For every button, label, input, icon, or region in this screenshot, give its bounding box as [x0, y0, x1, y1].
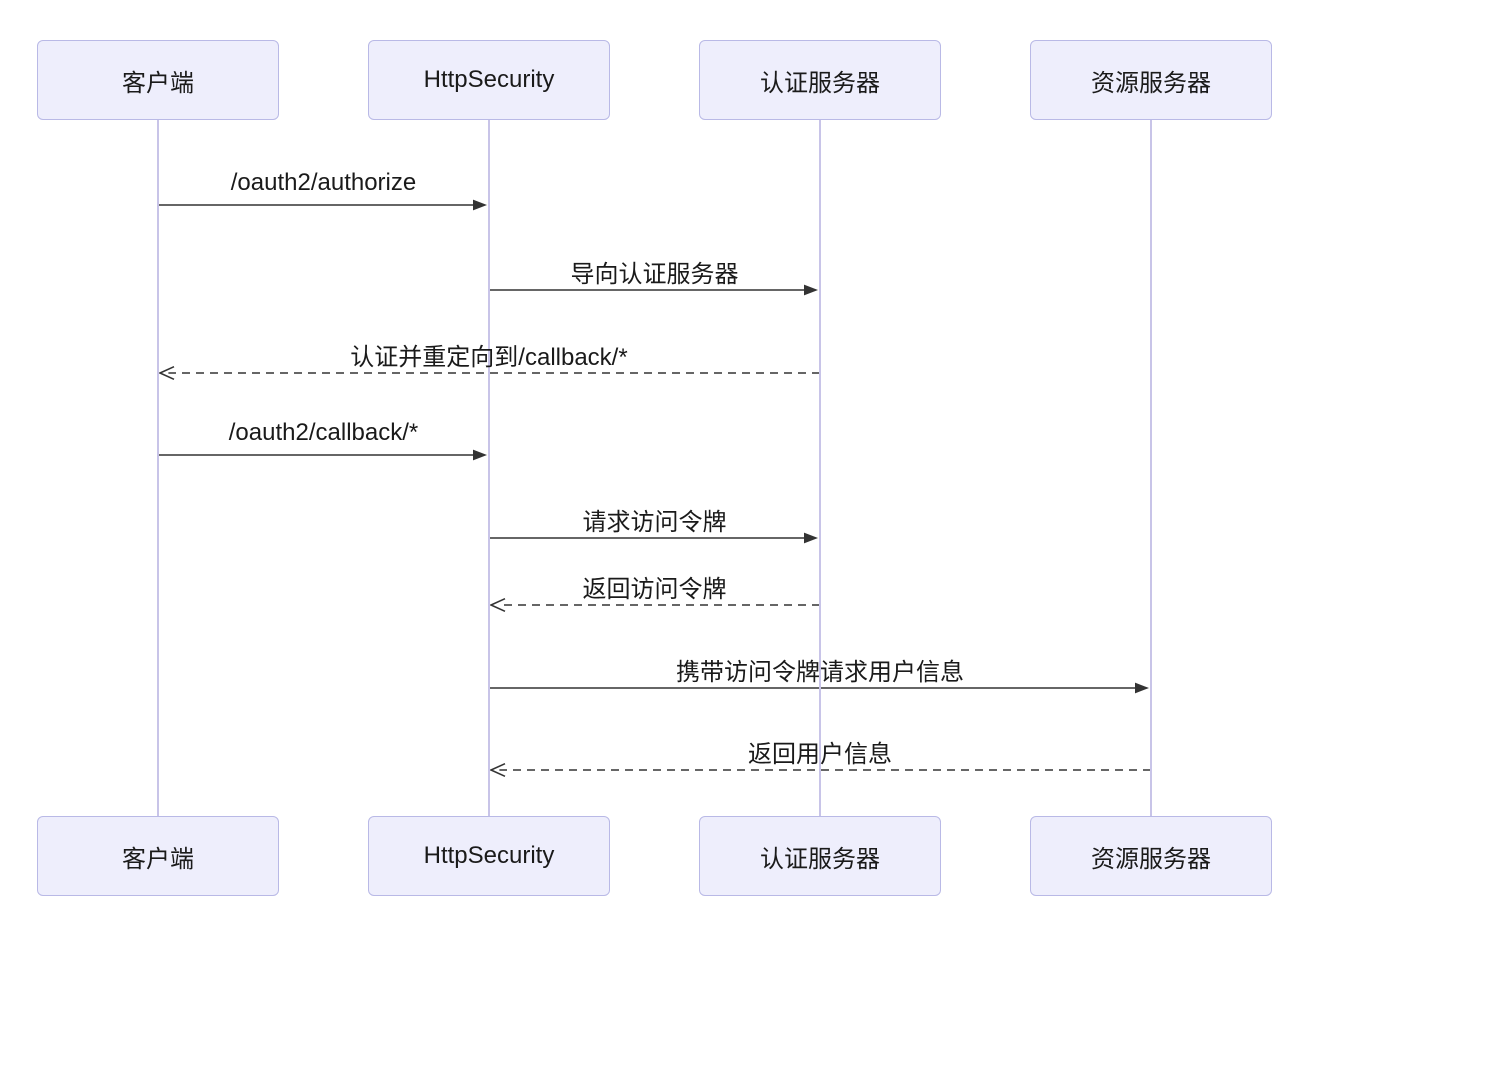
message-label-2: 认证并重定向到/callback/* — [350, 337, 627, 372]
lifeline-httpsec — [488, 120, 490, 816]
participant-box-httpsec-top: HttpSecurity — [368, 40, 610, 120]
lifeline-client — [157, 120, 159, 816]
lifeline-ressrv — [1150, 120, 1152, 816]
lifeline-authsrv — [819, 120, 821, 816]
message-arrowhead-5 — [491, 599, 505, 612]
message-arrowhead-4 — [804, 533, 818, 544]
arrows-layer — [0, 0, 1506, 1086]
participant-label: 客户端 — [122, 839, 194, 874]
participant-box-client-bottom: 客户端 — [37, 816, 279, 896]
participant-label: 资源服务器 — [1091, 839, 1211, 874]
message-label-4: 请求访问令牌 — [583, 502, 727, 537]
message-label-3: /oauth2/callback/* — [229, 419, 418, 447]
participant-label: 客户端 — [122, 63, 194, 98]
participant-box-client-top: 客户端 — [37, 40, 279, 120]
participant-label: HttpSecurity — [424, 66, 555, 94]
message-arrowhead-6 — [1135, 683, 1149, 694]
participant-label: HttpSecurity — [424, 842, 555, 870]
message-label-7: 返回用户信息 — [748, 734, 892, 769]
participant-box-httpsec-bottom: HttpSecurity — [368, 816, 610, 896]
message-arrowhead-7 — [491, 764, 505, 777]
participant-label: 认证服务器 — [760, 63, 880, 98]
participant-box-ressrv-bottom: 资源服务器 — [1030, 816, 1272, 896]
message-label-5: 返回访问令牌 — [583, 569, 727, 604]
message-label-6: 携带访问令牌请求用户信息 — [676, 652, 964, 687]
message-arrowhead-3 — [473, 450, 487, 461]
message-arrowhead-0 — [473, 200, 487, 211]
sequence-diagram: 客户端HttpSecurity认证服务器资源服务器客户端HttpSecurity… — [0, 0, 1506, 1086]
participant-box-ressrv-top: 资源服务器 — [1030, 40, 1272, 120]
message-label-0: /oauth2/authorize — [231, 169, 416, 197]
participant-box-authsrv-top: 认证服务器 — [699, 40, 941, 120]
message-label-1: 导向认证服务器 — [571, 254, 739, 289]
message-arrowhead-2 — [160, 367, 174, 380]
participant-box-authsrv-bottom: 认证服务器 — [699, 816, 941, 896]
message-arrowhead-1 — [804, 285, 818, 296]
participant-label: 资源服务器 — [1091, 63, 1211, 98]
participant-label: 认证服务器 — [760, 839, 880, 874]
